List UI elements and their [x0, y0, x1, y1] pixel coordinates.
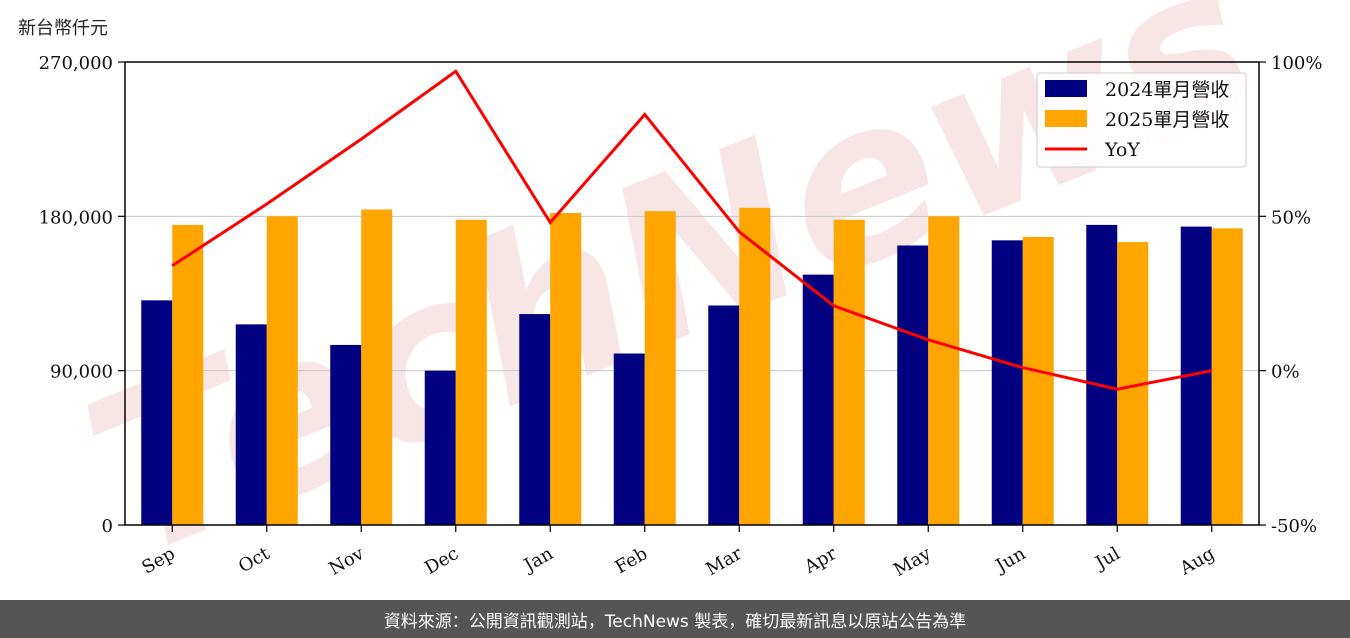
bar-2025	[1022, 236, 1054, 525]
legend-label: 2024單月營收	[1105, 79, 1229, 101]
bar-2025	[928, 216, 960, 526]
legend-swatch	[1045, 110, 1087, 127]
bar-2025	[266, 216, 298, 526]
x-tick-label: Mar	[703, 543, 747, 580]
y-tick-label: 0	[102, 516, 113, 537]
yoy-line-layer	[171, 69, 1213, 391]
bar-2024	[330, 344, 362, 525]
plot-frame	[124, 61, 1260, 526]
bar-2024	[991, 240, 1023, 525]
legend-label: YoY	[1104, 139, 1140, 161]
bar-2025	[172, 224, 204, 525]
yoy-line	[171, 69, 1213, 391]
bar-2025	[361, 209, 393, 526]
bar-2025	[833, 219, 865, 525]
bar-2024	[424, 370, 456, 525]
y-tick-label: 270,000	[39, 53, 113, 74]
bar-2024	[613, 353, 645, 525]
y-unit-label: 新台幣仟元	[18, 18, 108, 39]
legend-box	[1036, 72, 1247, 168]
legend-label: 2025單月營收	[1105, 109, 1229, 131]
legend: 2024單月營收 2025單月營收 YoY	[1036, 72, 1247, 168]
bar-2025	[550, 212, 582, 526]
bar-2024	[519, 314, 551, 525]
x-tick-label: Jan	[519, 543, 557, 577]
bar-2025	[644, 211, 676, 525]
bar-2024	[802, 274, 834, 525]
bar-2024	[897, 245, 929, 526]
y-tick-label: 90,000	[50, 362, 113, 383]
x-tick-label: Nov	[325, 543, 368, 580]
legend-swatch	[1045, 80, 1087, 97]
bars	[141, 207, 1243, 526]
x-tick-label: Jun	[991, 543, 1030, 578]
y-tick-label: 180,000	[39, 207, 113, 228]
x-tick-label: Aug	[1176, 543, 1219, 580]
y2-tick-label: 100%	[1271, 53, 1322, 74]
x-tick-label: Feb	[612, 543, 652, 578]
bar-2024	[235, 324, 267, 525]
bar-2025	[739, 207, 771, 525]
footer-text: 資料來源：公開資訊觀測站，TechNews 製表，確切最新訊息以原站公告為準	[383, 611, 967, 632]
source-footer: 資料來源：公開資訊觀測站，TechNews 製表，確切最新訊息以原站公告為準	[0, 600, 1350, 638]
x-tick-label: Jul	[1090, 543, 1124, 575]
x-tick-label: Dec	[421, 543, 462, 579]
y2-tick-label: -50%	[1271, 516, 1317, 537]
bar-2025	[455, 219, 487, 525]
x-tick-label: May	[890, 543, 935, 581]
bar-2025	[1211, 228, 1243, 525]
y2-tick-label: 0%	[1271, 362, 1300, 383]
bar-2024	[1086, 224, 1118, 525]
bar-2024	[708, 305, 740, 525]
bar-2024	[141, 300, 173, 525]
x-tick-label: Apr	[800, 543, 840, 578]
y2-tick-label: 50%	[1271, 207, 1311, 228]
